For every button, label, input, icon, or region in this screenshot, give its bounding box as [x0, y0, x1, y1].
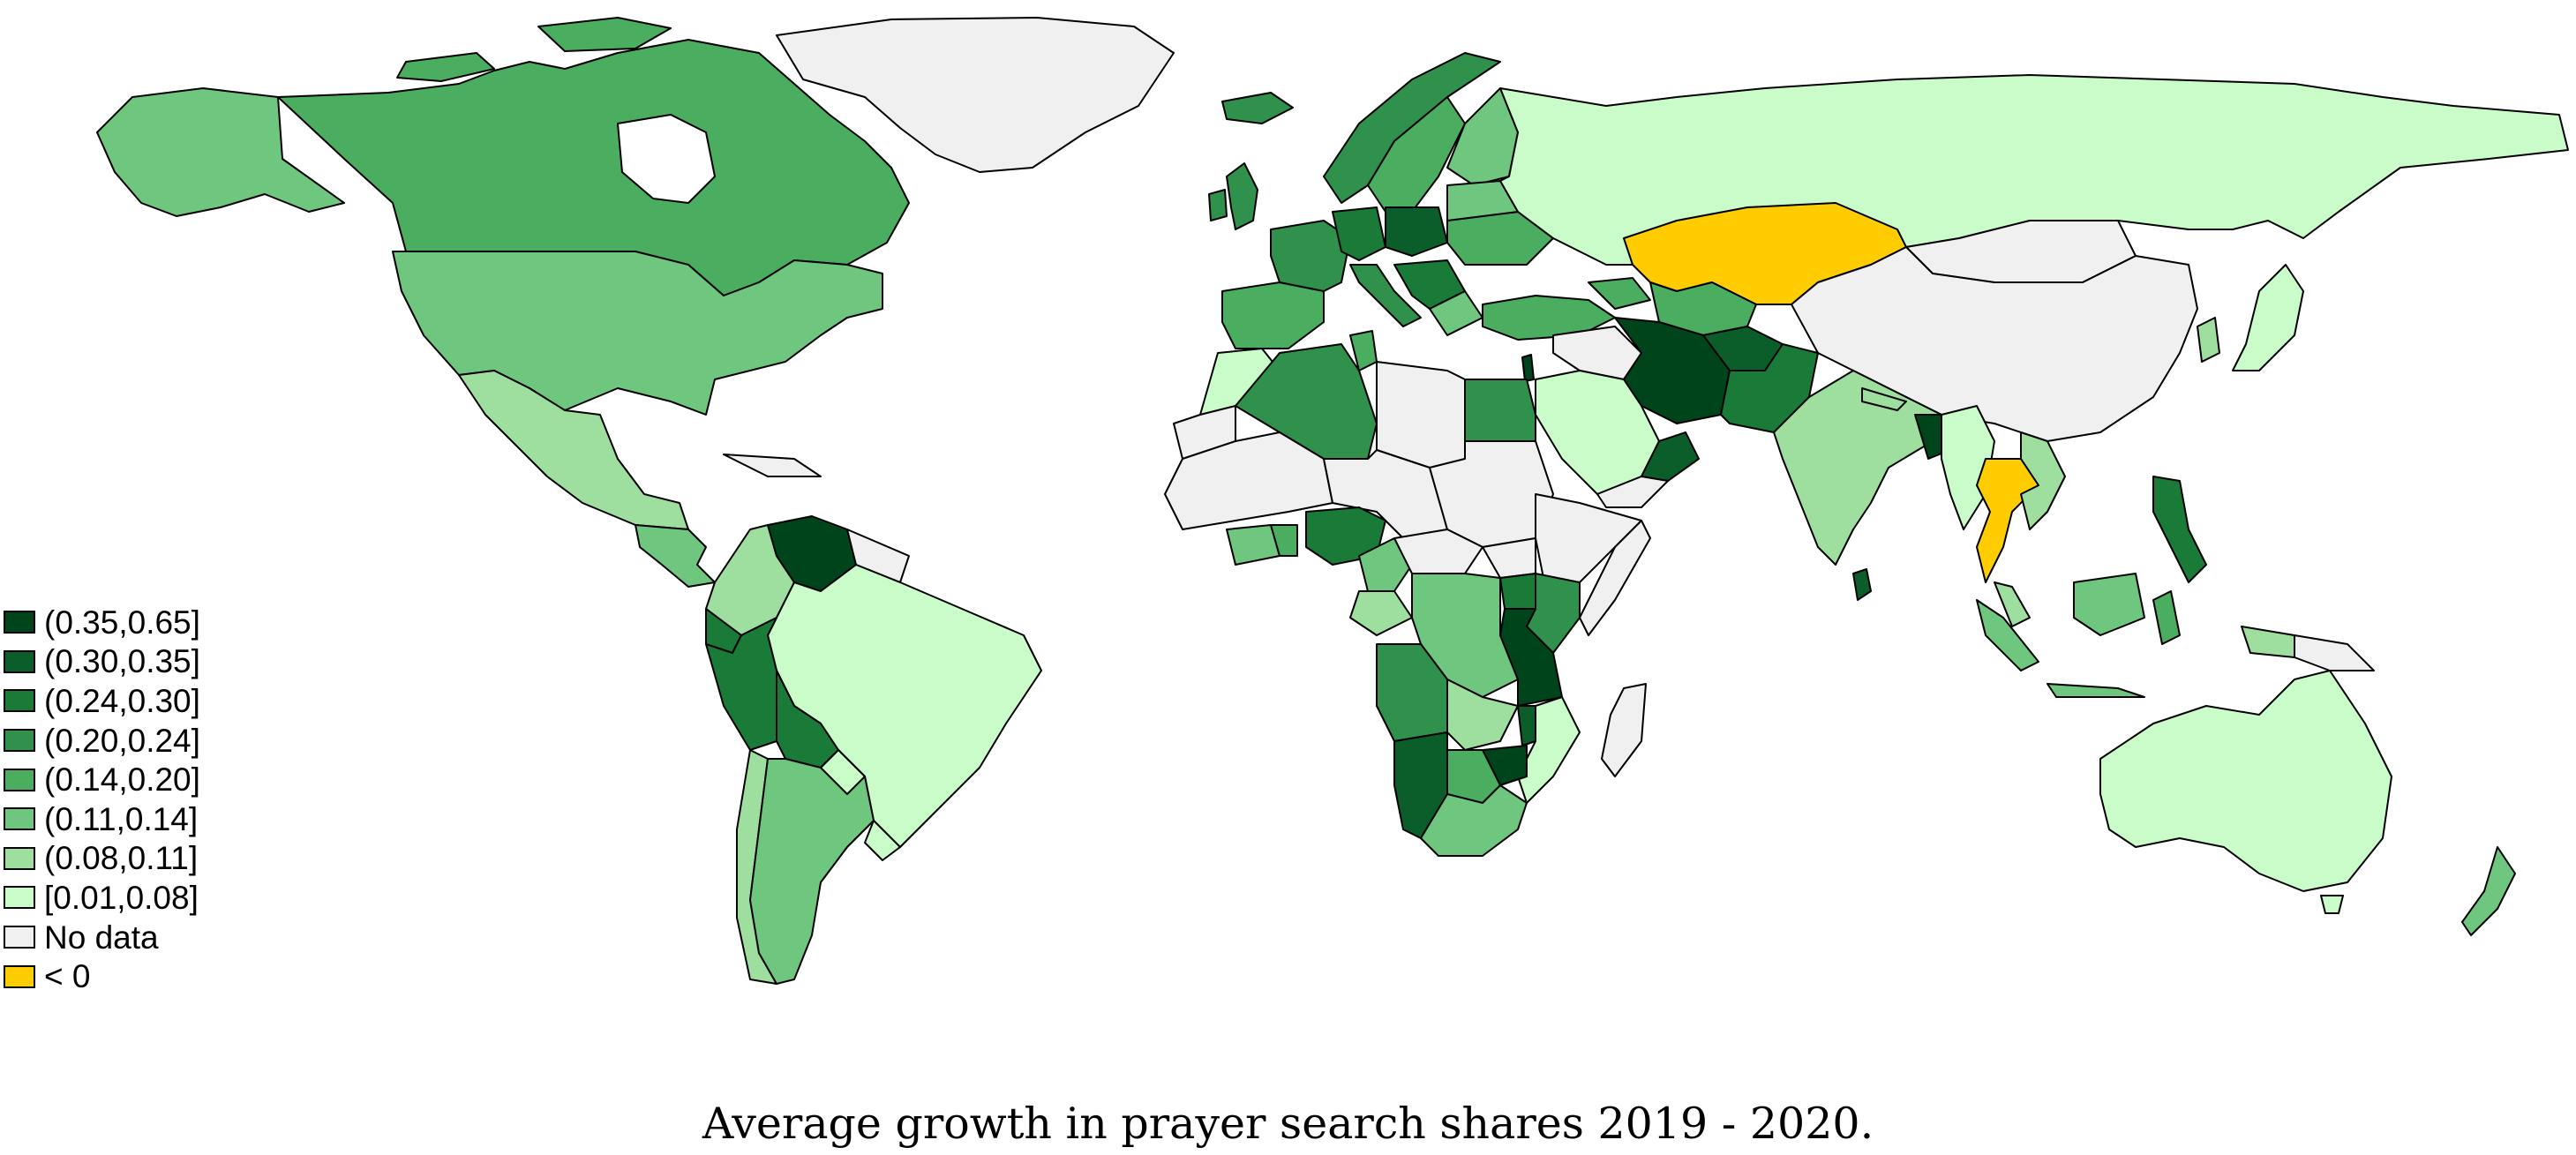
figure-caption: Average growth in prayer search shares 2… [702, 1099, 1874, 1149]
ireland [1208, 189, 1228, 221]
legend-item: [0.01,0.08] [4, 878, 268, 918]
iran [1614, 317, 1731, 424]
arctic-island-1 [537, 17, 672, 52]
india [1773, 370, 1942, 566]
italy [1349, 264, 1422, 327]
nepal [1861, 387, 1907, 411]
legend-label: (0.08,0.11] [44, 840, 199, 877]
legend-label: (0.30,0.35] [44, 643, 200, 680]
legend-swatch [4, 846, 35, 870]
sahel-west [1164, 431, 1333, 530]
madagascar [1601, 683, 1647, 777]
yemen [1596, 476, 1669, 508]
legend-label: [0.01,0.08] [44, 879, 199, 916]
mexico [458, 370, 689, 530]
gabon-congo [1349, 590, 1413, 636]
legend-swatch [4, 926, 35, 949]
indonesia-sulawesi [2152, 590, 2181, 645]
indonesia-sumatra [1976, 599, 2039, 671]
legend-label: (0.11,0.14] [44, 800, 199, 837]
malaysia [1994, 581, 2031, 627]
south-africa [1420, 784, 1528, 857]
new-guinea-west [2241, 626, 2295, 658]
poland [1385, 206, 1448, 257]
legend-label: (0.14,0.20] [44, 761, 200, 799]
legend-label: (0.35,0.65] [44, 604, 200, 641]
israel [1521, 354, 1535, 382]
iceland [1221, 92, 1294, 124]
legend-swatch [4, 649, 35, 673]
oman [1641, 431, 1700, 482]
central-america [635, 524, 716, 588]
legend-item: (0.11,0.14] [4, 799, 268, 839]
indonesia-borneo [2073, 573, 2145, 636]
japan [2232, 264, 2304, 371]
norway [1323, 52, 1501, 204]
uganda [1499, 573, 1536, 610]
australia [2099, 670, 2392, 892]
myanmar [1941, 405, 1995, 530]
legend-swatch [4, 611, 35, 634]
legend-item: (0.24,0.30] [4, 681, 268, 721]
mozambique [1517, 696, 1581, 804]
egypt [1464, 379, 1536, 442]
alaska [96, 87, 345, 217]
cameroon [1358, 537, 1413, 592]
iberia [1221, 281, 1325, 349]
map-legend: (0.35,0.65] (0.30,0.35] (0.24,0.30] (0.20,0… [4, 603, 268, 996]
new-zealand [2461, 846, 2516, 936]
legend-swatch [4, 964, 35, 988]
world-map [96, 17, 2569, 985]
legend-label: < 0 [44, 958, 91, 995]
legend-swatch [4, 689, 35, 713]
united-kingdom [1226, 162, 1258, 230]
indonesia-java [2047, 683, 2145, 698]
legend-swatch [4, 729, 35, 753]
ghana [1270, 524, 1298, 557]
papua-new-guinea [2294, 634, 2375, 671]
legend-item: (0.14,0.20] [4, 760, 268, 799]
uruguay [864, 820, 901, 861]
legend-item: (0.08,0.11] [4, 839, 268, 879]
legend-item: < 0 [4, 956, 268, 996]
legend-swatch [4, 807, 35, 831]
central-african-rep [1393, 529, 1483, 574]
france [1270, 220, 1351, 292]
legend-swatch [4, 768, 35, 791]
united-states [392, 251, 883, 416]
turkey [1482, 295, 1616, 341]
legend-label: (0.24,0.30] [44, 682, 200, 719]
laos-vietnam [2020, 431, 2066, 530]
philippines [2152, 476, 2207, 583]
legend-label: No data [44, 919, 159, 956]
legend-swatch [4, 886, 35, 910]
caucasus [1588, 277, 1651, 310]
libya [1376, 361, 1466, 469]
cuba [723, 454, 822, 477]
korea [2197, 317, 2220, 363]
legend-label: (0.20,0.24] [44, 722, 200, 759]
legend-item: (0.30,0.35] [4, 642, 268, 682]
malawi [1517, 705, 1536, 746]
legend-item: No data [4, 918, 268, 957]
legend-item: (0.20,0.24] [4, 721, 268, 761]
arctic-island-2 [396, 52, 495, 82]
hudson-bay [617, 114, 716, 204]
tasmania [2320, 895, 2344, 914]
greenland [776, 17, 1175, 173]
paraguay [820, 749, 866, 795]
ethiopia-horn [1535, 493, 1642, 583]
legend-item: (0.35,0.65] [4, 603, 268, 642]
sri-lanka [1852, 568, 1872, 601]
germany [1332, 206, 1386, 261]
